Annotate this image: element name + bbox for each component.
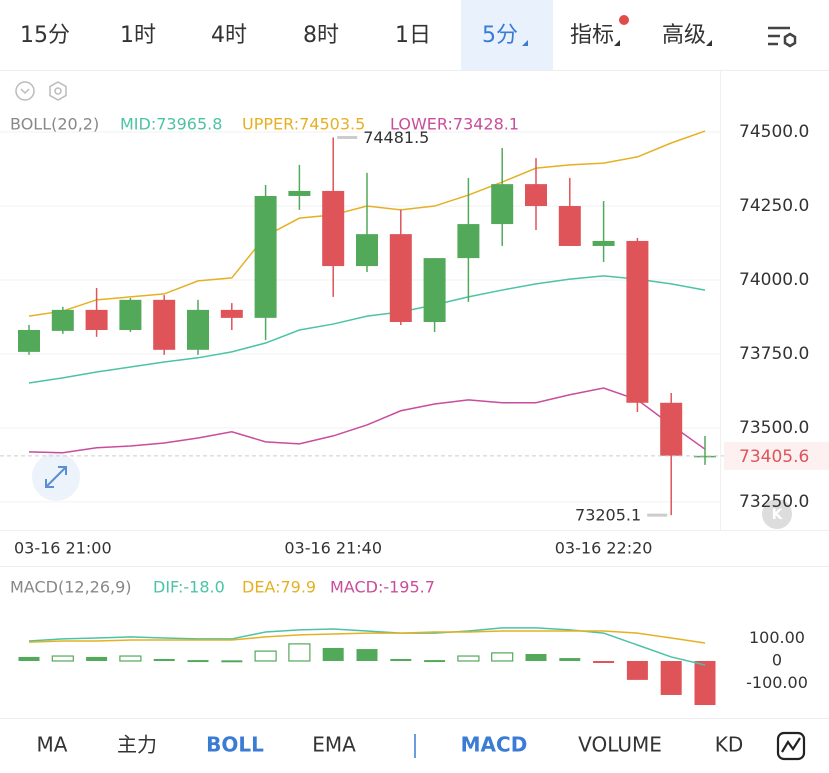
candle-body — [187, 309, 209, 350]
candle-body — [660, 402, 683, 456]
legend-item: MID:73965.8 — [120, 115, 222, 134]
k-button[interactable]: K — [762, 499, 792, 529]
draw-icon[interactable] — [776, 731, 806, 761]
y-tick-label: 74500.0 — [739, 122, 809, 142]
indicator-tab[interactable]: VOLUME — [578, 733, 662, 757]
tab-caret — [614, 40, 620, 46]
low-label: 73205.1 — [575, 506, 641, 525]
tab-caret — [706, 40, 712, 46]
macd-bar — [153, 658, 175, 661]
svg-text:K: K — [772, 507, 784, 523]
high-label: 74481.5 — [363, 128, 429, 147]
indicator-tab[interactable]: BOLL — [206, 733, 264, 757]
indicator-tab[interactable]: MA — [37, 733, 68, 757]
y-tick-label: 74250.0 — [739, 196, 809, 216]
legend-title: MACD(12,26,9) — [10, 578, 132, 597]
y-tick-label: 73500.0 — [739, 418, 809, 438]
legend-item: LOWER:73428.1 — [390, 115, 519, 134]
indicator-tab[interactable]: MACD — [461, 733, 528, 757]
macd-bar — [525, 654, 547, 661]
candle-body — [626, 240, 649, 403]
candle-body — [220, 309, 243, 318]
macd-bar — [626, 660, 648, 680]
active-tab-bg — [461, 0, 553, 70]
candle-body — [254, 195, 277, 318]
indicator-tab[interactable]: KD — [715, 733, 744, 757]
indicator-line — [28, 387, 706, 454]
price-tag — [724, 441, 829, 470]
legend-item: DEA:79.9 — [242, 578, 316, 597]
macd-bar — [119, 655, 142, 662]
macd-bar — [51, 655, 74, 662]
indicator-line — [28, 630, 706, 644]
candle-body — [153, 299, 176, 350]
macd-bar — [221, 660, 243, 663]
y-tick-label: 73750.0 — [739, 344, 809, 364]
indicator-line — [28, 275, 706, 384]
macd-bar — [491, 652, 514, 662]
macd-bar — [390, 658, 412, 661]
macd-bar — [322, 647, 344, 661]
candle-body — [558, 206, 581, 246]
tab[interactable]: 15分 — [20, 23, 70, 48]
x-tick-label: 03-16 21:00 — [14, 539, 112, 558]
x-tick-label: 03-16 22:20 — [555, 539, 653, 558]
tab[interactable]: 5分 — [482, 23, 518, 48]
indicator-tab[interactable]: EMA — [312, 733, 356, 757]
macd-bar — [86, 656, 108, 661]
candle-body — [322, 190, 345, 267]
candle-body — [85, 309, 108, 330]
tab[interactable]: 指标 — [570, 23, 614, 48]
macd-bar — [18, 656, 40, 661]
macd-bar — [254, 650, 277, 662]
indicator-tab[interactable]: 主力 — [117, 733, 157, 757]
macd-bar — [288, 643, 311, 662]
tab[interactable]: 高级 — [662, 23, 706, 48]
y-tick-label: 73250.0 — [739, 492, 809, 512]
tab[interactable]: 4时 — [211, 23, 247, 48]
macd-bar — [660, 660, 682, 695]
macd-bar — [559, 658, 581, 661]
candle-body — [288, 190, 311, 196]
legend-item: UPPER:74503.5 — [242, 115, 365, 134]
macd-bar — [694, 660, 716, 706]
x-tick-label: 03-16 21:40 — [284, 539, 382, 558]
y-tick-label: 0 — [772, 650, 782, 669]
badge — [619, 15, 629, 25]
expand-button[interactable] — [32, 453, 80, 501]
tab[interactable]: 1日 — [395, 23, 431, 48]
candle-body — [389, 234, 412, 323]
candle-body — [119, 299, 142, 330]
macd-bar — [187, 660, 209, 663]
indicator-line — [28, 627, 706, 666]
tool-icons[interactable] — [15, 81, 67, 101]
macd-bar — [356, 649, 378, 661]
y-tick-label: 74000.0 — [739, 270, 809, 290]
candle-body — [423, 258, 446, 323]
y-tick-label: 100.00 — [749, 628, 805, 647]
macd-bar — [457, 655, 480, 662]
price-label: 73405.6 — [739, 447, 809, 467]
legend-item: MACD:-195.7 — [330, 578, 435, 597]
macd-bar — [424, 660, 446, 663]
candle-body — [592, 240, 615, 246]
y-tick-label: -100.00 — [746, 673, 808, 692]
settings-icon[interactable] — [768, 26, 797, 48]
candle-body — [457, 224, 480, 259]
candle-body — [491, 184, 514, 225]
legend-item: DIF:-18.0 — [153, 578, 225, 597]
candle-body — [694, 455, 716, 458]
tab[interactable]: 1时 — [120, 23, 156, 48]
candle-body — [356, 234, 378, 267]
tab[interactable]: 8时 — [303, 23, 339, 48]
legend-title: BOLL(20,2) — [10, 115, 99, 134]
tab-caret — [522, 40, 528, 46]
candle-body — [18, 329, 40, 352]
candle-body — [51, 309, 74, 331]
candle-body — [525, 184, 547, 207]
macd-bar — [593, 660, 615, 663]
